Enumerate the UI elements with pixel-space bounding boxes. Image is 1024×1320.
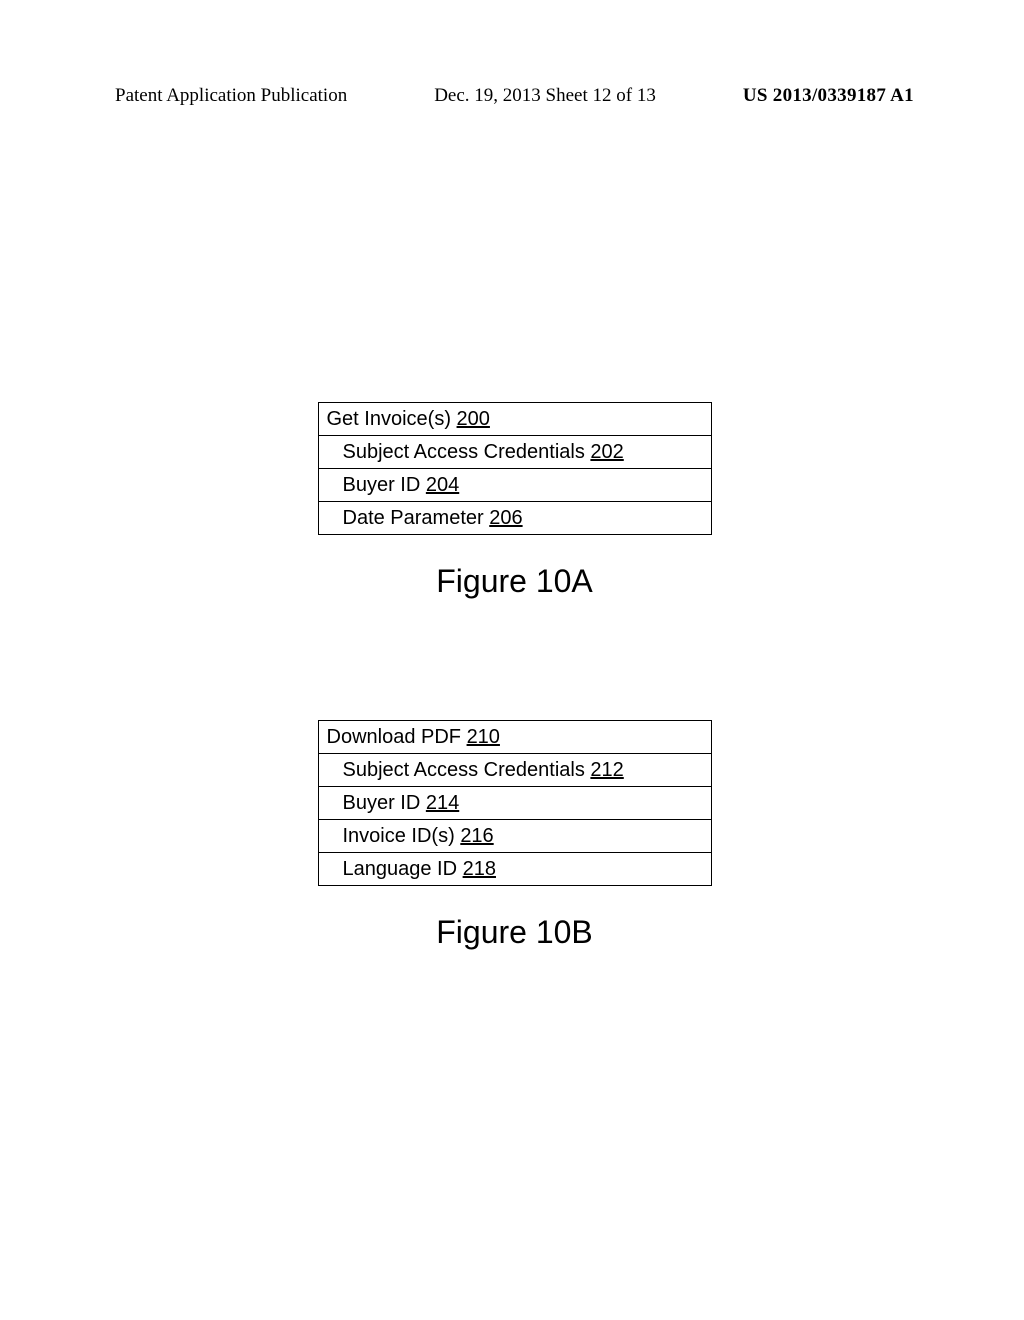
header-pub-number: US 2013/0339187 A1 — [743, 85, 914, 107]
figure-10a-title-row: Get Invoice(s) 200 — [319, 403, 711, 435]
figure-10b-row-credentials: Subject Access Credentials 212 — [319, 753, 711, 786]
figure-10a-row-text: Date Parameter — [343, 507, 490, 529]
figure-10a-box: Get Invoice(s) 200 Subject Access Creden… — [318, 402, 712, 535]
figure-10a-row-credentials: Subject Access Credentials 202 — [319, 435, 711, 468]
figure-10b-label: Figure 10B — [436, 914, 593, 951]
figure-10b-row-ref: 214 — [426, 792, 459, 814]
figure-10a-row-ref: 206 — [489, 507, 522, 529]
figure-10a-row-text: Buyer ID — [343, 474, 426, 496]
figure-10a-label: Figure 10A — [436, 563, 593, 600]
figure-10a-row-ref: 204 — [426, 474, 459, 496]
figure-10b-box: Download PDF 210 Subject Access Credenti… — [318, 720, 712, 886]
figure-10a-title-text: Get Invoice(s) — [327, 408, 457, 430]
figure-10a-title-ref: 200 — [457, 408, 490, 430]
figure-10b-title-ref: 210 — [467, 726, 500, 748]
header-publication: Patent Application Publication — [115, 85, 347, 107]
figure-10b-title-row: Download PDF 210 — [319, 721, 711, 753]
figure-10b-row-ref: 216 — [460, 825, 493, 847]
figure-10a-row-buyer-id: Buyer ID 204 — [319, 468, 711, 501]
figure-10b-row-text: Invoice ID(s) — [343, 825, 461, 847]
figure-10a-row-ref: 202 — [590, 441, 623, 463]
figure-10b-row-text: Subject Access Credentials — [343, 759, 591, 781]
page-header: Patent Application Publication Dec. 19, … — [115, 85, 914, 107]
header-date-sheet: Dec. 19, 2013 Sheet 12 of 13 — [434, 85, 656, 107]
figure-10a-row-text: Subject Access Credentials — [343, 441, 591, 463]
figure-10b-row-ref: 212 — [590, 759, 623, 781]
figure-10b-row-text: Buyer ID — [343, 792, 426, 814]
figure-10b-row-ref: 218 — [463, 858, 496, 880]
figure-10b-row-language-id: Language ID 218 — [319, 852, 711, 885]
figure-10b-row-text: Language ID — [343, 858, 463, 880]
patent-page: Patent Application Publication Dec. 19, … — [0, 0, 1024, 1320]
figure-10b-title-text: Download PDF — [327, 726, 467, 748]
figure-10b-row-buyer-id: Buyer ID 214 — [319, 786, 711, 819]
figure-10a-row-date-param: Date Parameter 206 — [319, 501, 711, 534]
figures-container: Get Invoice(s) 200 Subject Access Creden… — [115, 402, 914, 951]
figure-10b-row-invoice-id: Invoice ID(s) 216 — [319, 819, 711, 852]
